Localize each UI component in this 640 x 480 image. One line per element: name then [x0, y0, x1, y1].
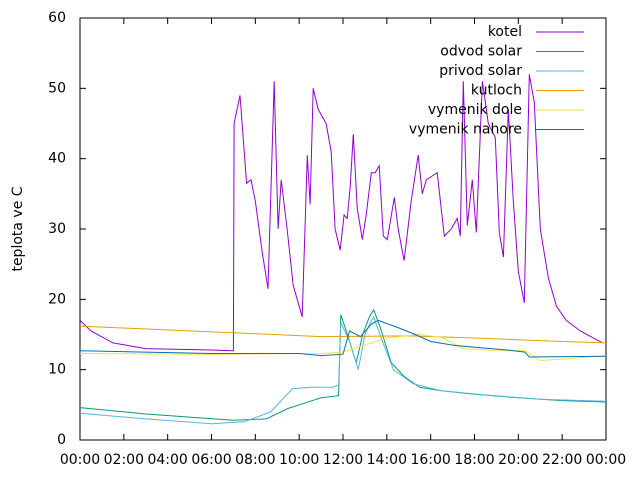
x-tick-label: 20:00 — [498, 452, 538, 468]
x-tick-label: 00:00 — [586, 452, 626, 468]
y-tick-label: 60 — [48, 10, 66, 26]
y-tick-label: 40 — [48, 151, 66, 167]
x-tick-label: 14:00 — [367, 452, 407, 468]
x-tick-label: 22:00 — [542, 452, 582, 468]
legend-label: kotel — [488, 24, 522, 40]
x-tick-label: 08:00 — [235, 452, 275, 468]
y-tick-label: 50 — [48, 80, 66, 96]
y-tick-label: 30 — [48, 221, 66, 237]
legend-label: vymenik dole — [428, 102, 522, 118]
x-tick-label: 12:00 — [323, 452, 363, 468]
legend-label: privod solar — [439, 63, 522, 79]
series-line — [79, 333, 607, 362]
y-axis-label: teplota ve C — [10, 186, 26, 271]
x-tick-label: 00:00 — [60, 452, 100, 468]
series-line — [79, 319, 607, 358]
x-tick-label: 16:00 — [410, 452, 450, 468]
series-line — [79, 74, 603, 352]
legend-label: odvod solar — [440, 44, 522, 60]
y-tick-label: 10 — [48, 362, 66, 378]
x-tick-label: 04:00 — [147, 452, 187, 468]
series-line — [79, 325, 607, 344]
legend-label: vymenik nahore — [409, 122, 522, 138]
x-tick-label: 02:00 — [104, 452, 144, 468]
x-tick-label: 18:00 — [454, 452, 494, 468]
legend-label: kutloch — [471, 83, 522, 99]
series-line — [79, 315, 607, 425]
y-tick-label: 0 — [57, 432, 66, 448]
x-tick-label: 10:00 — [279, 452, 319, 468]
y-tick-label: 20 — [48, 291, 66, 307]
x-tick-label: 06:00 — [191, 452, 231, 468]
